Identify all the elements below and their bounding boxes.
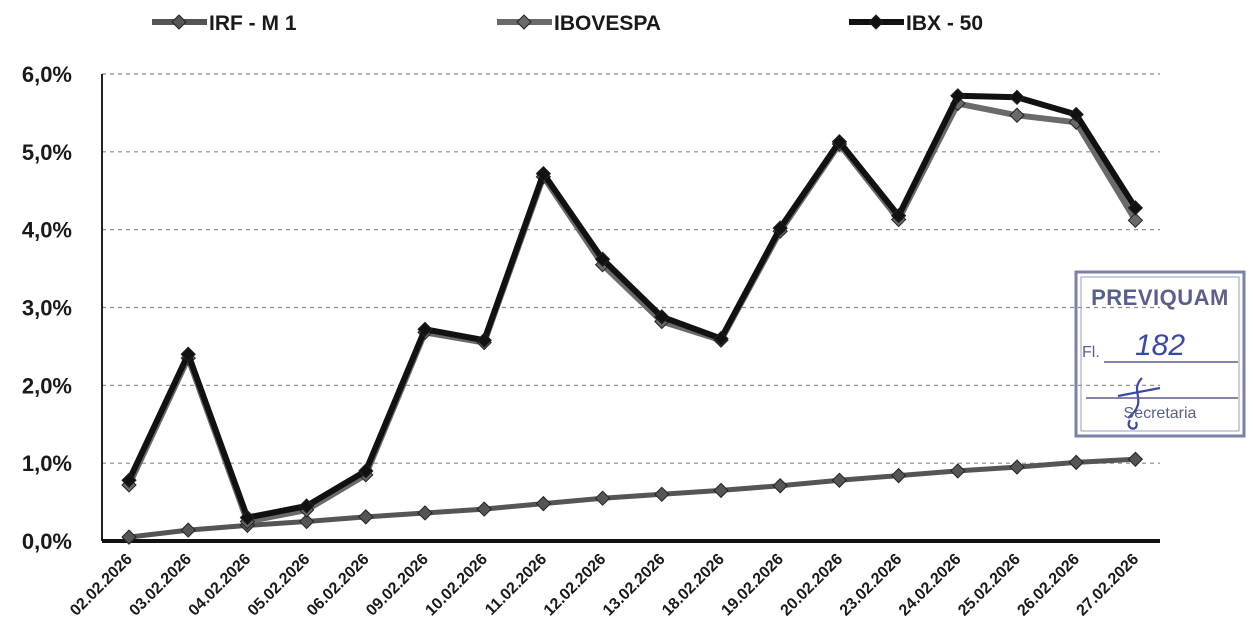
legend: IRF - M 1 IBOVESPA IBX - 50	[152, 12, 983, 35]
stamp-folio-label: Fl.	[1082, 344, 1100, 361]
x-tick-label: 12.02.2026	[541, 551, 610, 620]
x-tick-label: 19.02.2026	[718, 551, 787, 620]
data-point	[890, 207, 907, 224]
stamp-inner-border	[1080, 276, 1240, 432]
data-point	[772, 220, 788, 236]
data-point	[594, 251, 611, 267]
data-point	[1009, 459, 1025, 475]
data-point	[121, 472, 137, 488]
y-tick-label: 0,0%	[22, 529, 72, 554]
data-point	[298, 498, 315, 514]
legend-swatch-marker	[516, 14, 532, 30]
legend-swatch-marker	[171, 14, 187, 30]
data-point	[654, 309, 670, 325]
x-tick-label: 25.02.2026	[955, 551, 1024, 620]
legend-label: IBX - 50	[906, 12, 983, 35]
data-point	[1127, 451, 1144, 467]
y-tick-labels: 0,0% 1,0% 2,0% 3,0% 4,0% 5,0% 6,0%	[22, 62, 72, 554]
x-tick-label: 24.02.2026	[896, 551, 965, 620]
series-lines	[121, 88, 1144, 545]
stamp-border	[1074, 270, 1246, 438]
y-tick-label: 6,0%	[22, 62, 72, 87]
data-point	[831, 134, 848, 150]
data-point	[890, 467, 907, 484]
data-point	[535, 165, 552, 182]
data-point	[950, 463, 966, 479]
data-point	[1009, 89, 1025, 106]
data-point	[358, 509, 374, 525]
x-tick-label: 27.02.2026	[1074, 551, 1143, 620]
data-point	[772, 478, 788, 494]
data-point	[180, 346, 196, 362]
x-tick-label: 05.02.2026	[245, 551, 314, 620]
data-point	[535, 495, 552, 512]
y-tick-label: 1,0%	[22, 451, 72, 476]
x-tick-label: 10.02.2026	[422, 551, 491, 620]
data-point	[121, 529, 137, 545]
data-point	[298, 513, 315, 530]
data-point	[1068, 454, 1084, 471]
x-tick-label: 20.02.2026	[778, 551, 847, 620]
data-point	[950, 88, 966, 104]
data-point	[180, 522, 196, 538]
stamp-signature	[1117, 377, 1161, 430]
legend-swatch-marker	[868, 14, 884, 30]
stamp-role: Secretaria	[1124, 405, 1197, 422]
data-point	[713, 330, 729, 347]
x-tick-label: 09.02.2026	[363, 551, 432, 620]
previquam-stamp: PREVIQUAM Fl. 182 Secretaria	[1074, 270, 1246, 438]
data-point	[594, 490, 611, 506]
x-tick-labels: 02.02.202603.02.202604.02.202605.02.2026…	[67, 551, 1142, 620]
series-line	[128, 456, 1136, 540]
x-tick-label: 18.02.2026	[659, 551, 728, 620]
stamp-folio-number: 182	[1135, 329, 1185, 362]
data-point	[358, 463, 374, 479]
x-tick-label: 03.02.2026	[126, 551, 195, 620]
x-tick-label: 11.02.2026	[482, 551, 550, 619]
data-point	[476, 332, 492, 348]
grid-lines	[102, 73, 1160, 464]
stamp-title: PREVIQUAM	[1091, 285, 1229, 310]
data-point	[417, 505, 433, 521]
y-tick-label: 4,0%	[22, 218, 72, 243]
y-tick-label: 5,0%	[22, 140, 72, 165]
x-tick-label: 13.02.2026	[600, 551, 669, 620]
y-tick-label: 2,0%	[22, 373, 72, 398]
data-point	[1068, 106, 1084, 123]
x-tick-label: 26.02.2026	[1014, 551, 1083, 620]
data-point	[713, 482, 729, 499]
data-point	[417, 321, 433, 338]
axes	[101, 74, 1160, 543]
x-tick-label: 06.02.2026	[304, 551, 373, 620]
x-tick-label: 04.02.2026	[186, 551, 255, 620]
legend-label: IRF - M 1	[209, 12, 297, 35]
y-tick-label: 3,0%	[22, 296, 72, 321]
legend-label: IBOVESPA	[554, 12, 661, 35]
x-tick-label: 23.02.2026	[837, 551, 906, 620]
series-line	[126, 92, 1138, 521]
data-point	[1127, 212, 1144, 229]
x-tick-label: 02.02.2026	[67, 551, 136, 620]
data-point	[654, 486, 670, 503]
data-point	[239, 509, 256, 526]
data-point	[1009, 107, 1025, 123]
data-point	[476, 501, 492, 517]
data-point	[1127, 200, 1144, 216]
series-line	[126, 100, 1138, 525]
data-point	[831, 472, 848, 488]
